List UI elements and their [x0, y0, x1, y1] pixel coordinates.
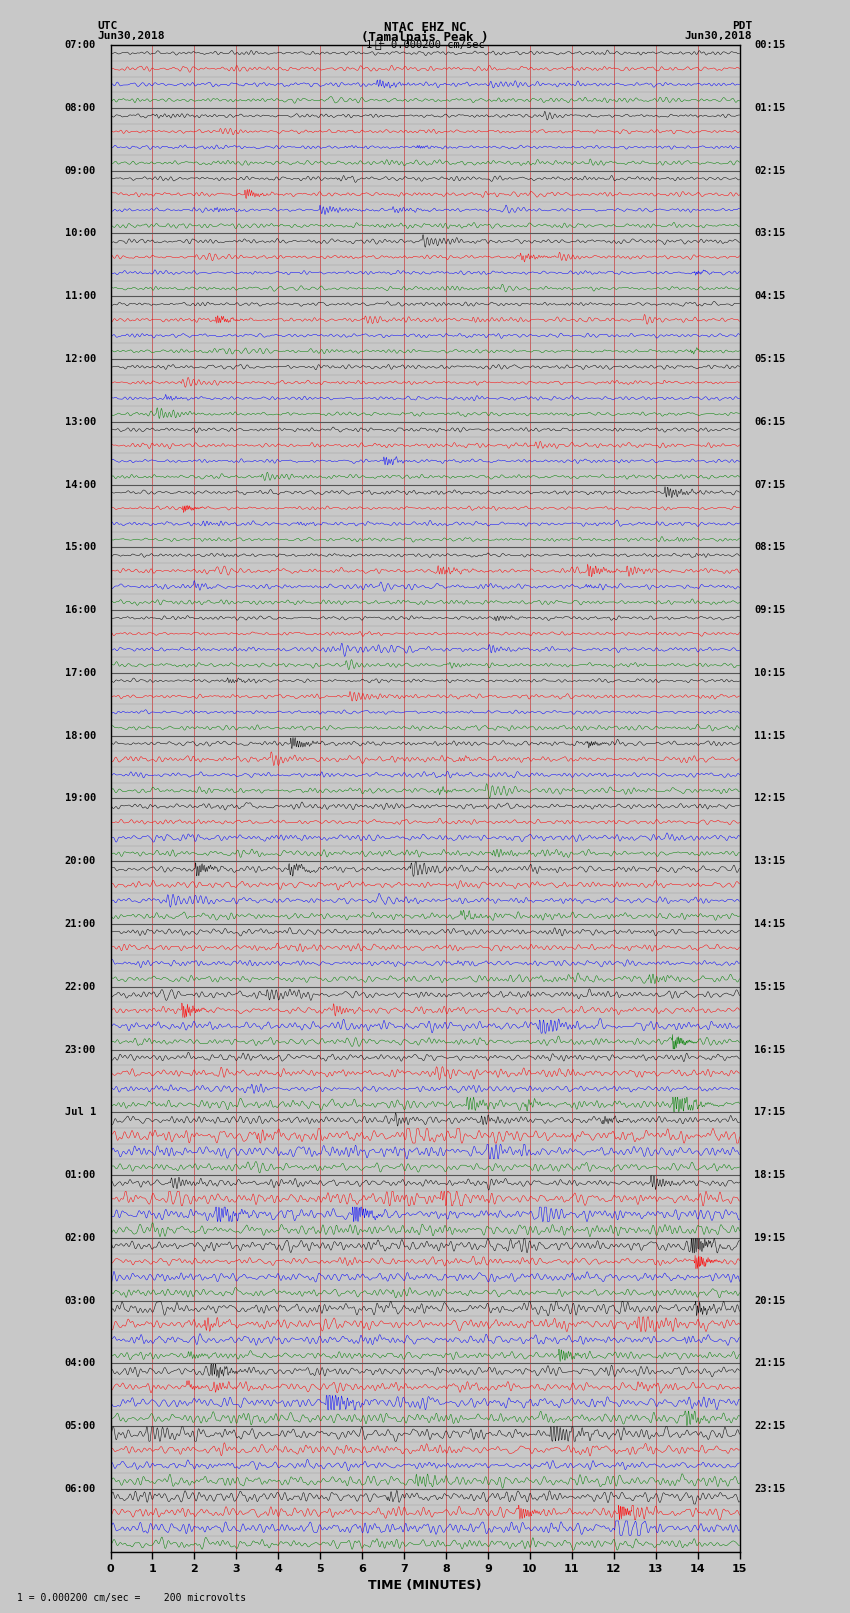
Text: 03:15: 03:15: [754, 229, 785, 239]
Text: 00:15: 00:15: [754, 40, 785, 50]
Text: 22:15: 22:15: [754, 1421, 785, 1431]
Text: 15:15: 15:15: [754, 982, 785, 992]
Text: 07:00: 07:00: [65, 40, 96, 50]
Text: 11:00: 11:00: [65, 292, 96, 302]
Text: 06:00: 06:00: [65, 1484, 96, 1494]
Text: 04:00: 04:00: [65, 1358, 96, 1368]
Text: PDT: PDT: [732, 21, 752, 31]
Text: 16:15: 16:15: [754, 1045, 785, 1055]
Text: 16:00: 16:00: [65, 605, 96, 615]
Text: 20:00: 20:00: [65, 857, 96, 866]
Text: 22:00: 22:00: [65, 982, 96, 992]
Text: 15:00: 15:00: [65, 542, 96, 552]
Text: 14:15: 14:15: [754, 919, 785, 929]
Text: ⏐: ⏐: [375, 40, 382, 50]
Text: 10:15: 10:15: [754, 668, 785, 677]
Text: UTC: UTC: [98, 21, 118, 31]
Text: 1 = 0.000200 cm/sec =    200 microvolts: 1 = 0.000200 cm/sec = 200 microvolts: [17, 1594, 246, 1603]
Text: 01:00: 01:00: [65, 1169, 96, 1181]
Text: 06:15: 06:15: [754, 416, 785, 427]
Text: 1 = 0.000200 cm/sec: 1 = 0.000200 cm/sec: [366, 40, 484, 50]
Text: 20:15: 20:15: [754, 1295, 785, 1305]
Text: Jul 1: Jul 1: [65, 1107, 96, 1118]
Text: (Tamalpais Peak ): (Tamalpais Peak ): [361, 31, 489, 44]
Text: 04:15: 04:15: [754, 292, 785, 302]
X-axis label: TIME (MINUTES): TIME (MINUTES): [368, 1579, 482, 1592]
Text: 23:15: 23:15: [754, 1484, 785, 1494]
Text: 02:00: 02:00: [65, 1232, 96, 1244]
Text: Jun30,2018: Jun30,2018: [98, 31, 165, 40]
Text: 17:00: 17:00: [65, 668, 96, 677]
Text: 21:00: 21:00: [65, 919, 96, 929]
Text: 13:15: 13:15: [754, 857, 785, 866]
Text: Jun30,2018: Jun30,2018: [685, 31, 752, 40]
Text: NTAC EHZ NC: NTAC EHZ NC: [383, 21, 467, 34]
Text: 19:15: 19:15: [754, 1232, 785, 1244]
Text: 05:15: 05:15: [754, 353, 785, 365]
Text: 18:15: 18:15: [754, 1169, 785, 1181]
Text: 13:00: 13:00: [65, 416, 96, 427]
Text: 07:15: 07:15: [754, 479, 785, 490]
Text: 01:15: 01:15: [754, 103, 785, 113]
Text: 23:00: 23:00: [65, 1045, 96, 1055]
Text: 05:00: 05:00: [65, 1421, 96, 1431]
Text: 08:00: 08:00: [65, 103, 96, 113]
Text: 17:15: 17:15: [754, 1107, 785, 1118]
Text: 12:15: 12:15: [754, 794, 785, 803]
Text: 08:15: 08:15: [754, 542, 785, 552]
Text: 11:15: 11:15: [754, 731, 785, 740]
Text: 14:00: 14:00: [65, 479, 96, 490]
Text: 19:00: 19:00: [65, 794, 96, 803]
Text: 09:00: 09:00: [65, 166, 96, 176]
Text: 18:00: 18:00: [65, 731, 96, 740]
Text: 03:00: 03:00: [65, 1295, 96, 1305]
Text: 10:00: 10:00: [65, 229, 96, 239]
Text: 12:00: 12:00: [65, 353, 96, 365]
Text: 09:15: 09:15: [754, 605, 785, 615]
Text: 02:15: 02:15: [754, 166, 785, 176]
Text: 21:15: 21:15: [754, 1358, 785, 1368]
